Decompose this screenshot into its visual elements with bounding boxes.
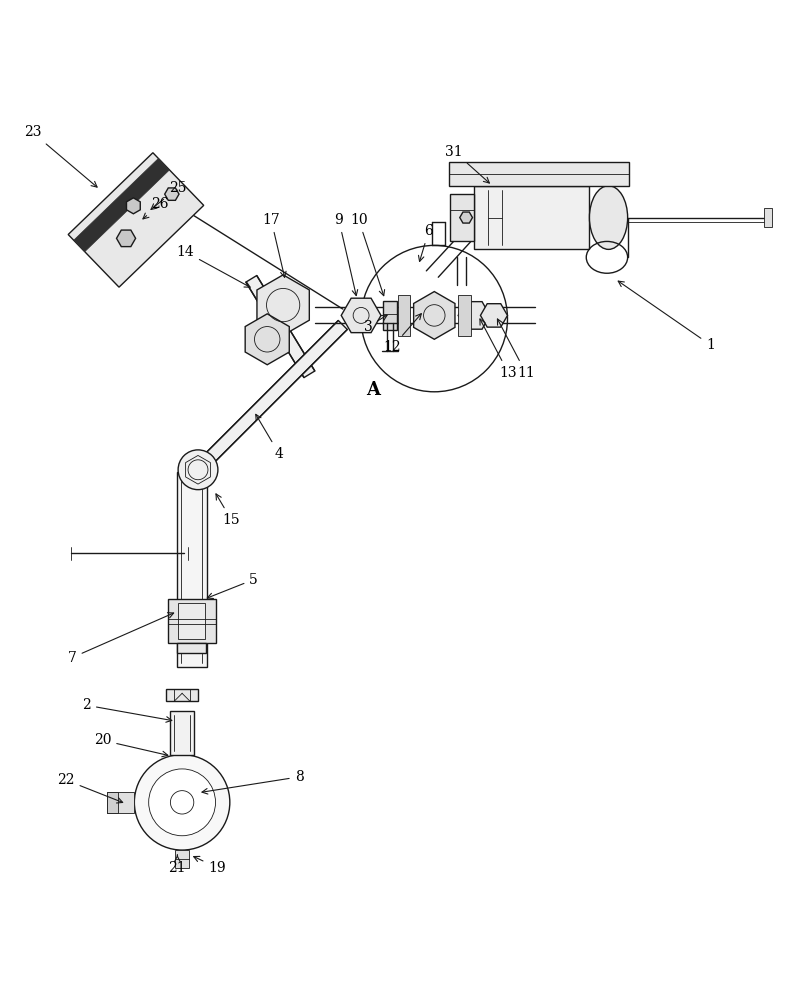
Circle shape <box>135 755 230 850</box>
Text: 10: 10 <box>350 213 385 296</box>
Bar <box>107 792 135 813</box>
Bar <box>171 711 194 755</box>
Polygon shape <box>245 276 315 378</box>
Text: 22: 22 <box>57 773 123 803</box>
Polygon shape <box>414 292 455 339</box>
Text: 26: 26 <box>143 197 169 219</box>
Text: A: A <box>366 381 380 399</box>
Bar <box>107 792 118 813</box>
Polygon shape <box>245 314 289 365</box>
Text: 31: 31 <box>446 145 489 183</box>
Text: 9: 9 <box>335 213 358 296</box>
Polygon shape <box>127 198 140 214</box>
Text: 15: 15 <box>216 494 240 527</box>
Text: 11: 11 <box>497 319 535 380</box>
Polygon shape <box>116 230 135 247</box>
Text: 6: 6 <box>418 224 433 261</box>
Polygon shape <box>69 153 204 287</box>
Circle shape <box>149 769 215 836</box>
Polygon shape <box>194 320 347 474</box>
Bar <box>398 295 410 336</box>
Circle shape <box>178 450 218 490</box>
Text: 17: 17 <box>262 213 286 277</box>
Bar <box>177 643 206 653</box>
Bar <box>178 603 205 639</box>
Bar <box>449 162 629 186</box>
Text: 21: 21 <box>168 855 186 875</box>
Ellipse shape <box>590 186 627 249</box>
Text: 3: 3 <box>364 315 387 334</box>
Text: 8: 8 <box>202 770 304 794</box>
Polygon shape <box>481 304 508 327</box>
Text: 5: 5 <box>207 573 258 599</box>
Bar <box>168 599 215 643</box>
Polygon shape <box>458 302 490 329</box>
Bar <box>764 208 772 227</box>
Bar <box>474 186 590 249</box>
Bar <box>167 689 198 701</box>
Text: 19: 19 <box>194 856 226 875</box>
Polygon shape <box>460 212 473 223</box>
Bar <box>458 295 471 336</box>
Bar <box>176 472 206 667</box>
Bar <box>450 194 474 241</box>
Text: 12: 12 <box>383 314 422 354</box>
Bar <box>383 301 397 330</box>
Text: 20: 20 <box>94 733 168 757</box>
Text: 2: 2 <box>82 698 172 722</box>
Text: 1: 1 <box>618 281 715 352</box>
Polygon shape <box>257 275 309 335</box>
Text: 23: 23 <box>24 125 97 187</box>
Text: 25: 25 <box>151 181 186 209</box>
Polygon shape <box>165 188 179 200</box>
Text: 14: 14 <box>176 245 250 287</box>
Text: 13: 13 <box>480 319 517 380</box>
Bar <box>175 850 189 868</box>
Text: 7: 7 <box>68 613 174 665</box>
Polygon shape <box>73 158 170 252</box>
Text: 4: 4 <box>256 414 284 461</box>
Polygon shape <box>341 298 381 333</box>
